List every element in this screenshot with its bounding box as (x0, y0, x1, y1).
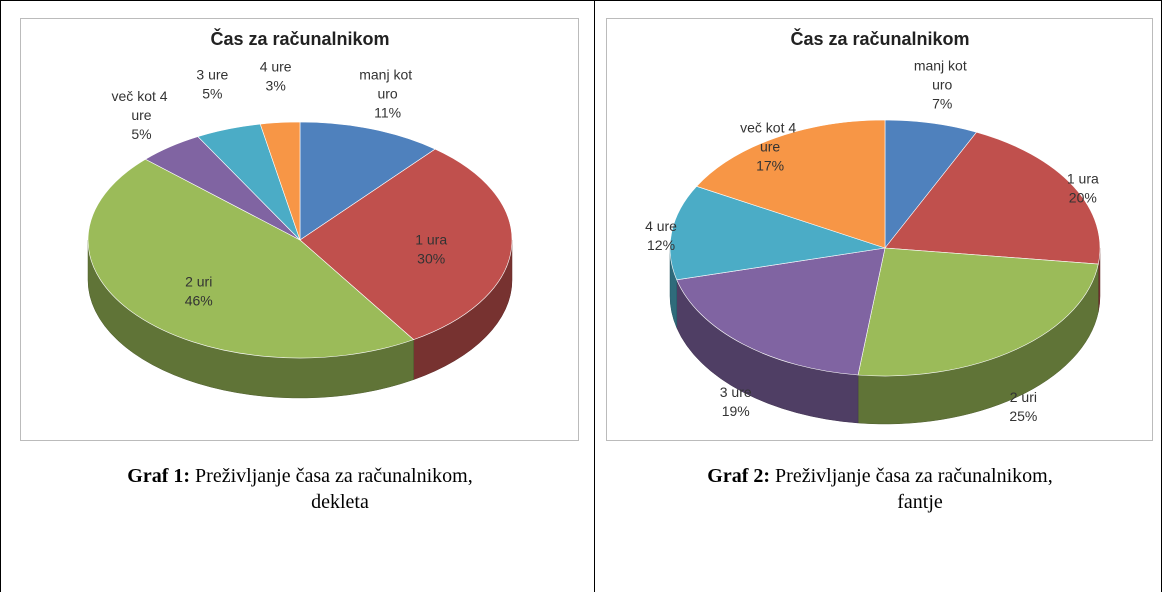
data-label-value: 30% (417, 251, 445, 267)
pie-slice (884, 131, 1101, 265)
pie-slice (676, 247, 886, 376)
pie-slice (299, 148, 513, 340)
data-label-name: 1 ura (1067, 170, 1099, 186)
pie-slice (857, 247, 1099, 377)
pie-slice (299, 121, 436, 241)
data-label-value: 5% (131, 126, 151, 142)
data-label-name: 3 ure (196, 67, 228, 83)
caption-text: Graf 2: Preživljanje časa za računalniko… (707, 465, 1052, 513)
data-label-name: 4 ure (645, 218, 677, 234)
data-label-value: 17% (756, 157, 784, 173)
data-label-value: 7% (932, 96, 952, 112)
data-label-value: 25% (1009, 408, 1037, 424)
data-label-value: 3% (266, 78, 286, 94)
chart-title: Čas za računalnikom (790, 28, 969, 49)
caption-label: Graf 1: (127, 465, 190, 487)
data-label-name: manj kot uro (359, 67, 416, 102)
data-label-name: več kot 4 ure (112, 88, 172, 123)
pie-slice (259, 121, 301, 241)
data-label-value: 46% (185, 293, 213, 309)
pie-slice (87, 158, 415, 359)
caption-line: dekleta (311, 491, 369, 513)
data-label-value: 20% (1069, 189, 1097, 205)
chart-title: Čas za računalnikom (210, 28, 389, 49)
data-label-name: manj kot uro (914, 58, 971, 93)
data-label-name: 3 ure (720, 384, 752, 400)
caption-line: fantje (897, 491, 943, 513)
data-label-value: 12% (647, 237, 675, 253)
data-label-value: 11% (374, 105, 401, 121)
data-label-name: 2 uri (185, 274, 212, 290)
data-label-value: 5% (202, 86, 222, 102)
caption-text: Graf 1: Preživljanje časa za računalniko… (127, 465, 472, 513)
caption: Graf 1: Preživljanje časa za računalniko… (127, 465, 472, 487)
pie-slice (696, 119, 886, 249)
pie-slice (669, 185, 886, 281)
data-label-name: več kot 4 ure (740, 119, 800, 154)
data-label-value: 19% (722, 403, 750, 419)
data-label-name: 2 uri (1010, 389, 1037, 405)
caption-label: Graf 2: (707, 465, 770, 487)
data-label-name: 1 ura (415, 232, 447, 248)
caption: Graf 2: Preživljanje časa za računalniko… (707, 465, 1052, 487)
data-label-name: 4 ure (260, 59, 292, 75)
